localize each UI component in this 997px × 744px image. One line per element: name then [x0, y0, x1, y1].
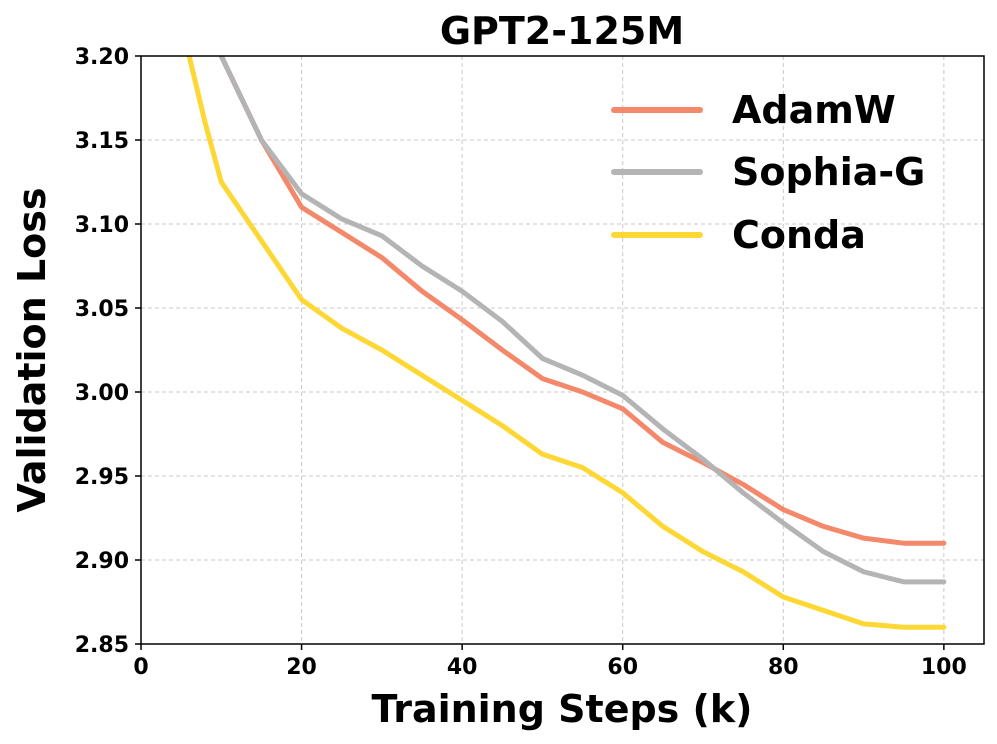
- y-tick-label: 3.10: [75, 213, 129, 238]
- ticks: 0 20 40 60 80 100 2.85 2.90 2.95 3.00 3.05 3.10 3.15…: [75, 45, 967, 680]
- y-tick-label: 3.20: [75, 45, 129, 70]
- y-tick-label: 3.00: [75, 381, 129, 406]
- legend-label-conda: Conda: [732, 213, 866, 257]
- x-tick-label: 0: [133, 655, 148, 680]
- y-tick-label: 2.85: [75, 633, 129, 658]
- series-line-sophia-g: [218, 56, 947, 585]
- y-tick-label: 2.95: [75, 465, 129, 490]
- legend: AdamW Sophia-G Conda: [611, 88, 925, 257]
- x-tick-label: 60: [607, 655, 638, 680]
- series-line-adamw: [218, 56, 947, 546]
- x-axis-label: Training Steps (k): [371, 687, 752, 731]
- chart-title: GPT2-125M: [440, 9, 684, 53]
- plot-frame: [140, 55, 985, 645]
- series-line-conda: [186, 56, 947, 630]
- series-lines: [186, 56, 947, 630]
- y-tick-label: 3.05: [75, 297, 129, 322]
- x-tick-label: 20: [286, 655, 317, 680]
- legend-label-sophia-g: Sophia-G: [732, 150, 925, 194]
- y-tick-label: 2.90: [75, 549, 129, 574]
- x-tick-label: 80: [768, 655, 799, 680]
- y-axis-label: Validation Loss: [10, 187, 54, 512]
- x-tick-label: 40: [447, 655, 478, 680]
- x-tick-label: 100: [921, 655, 967, 680]
- legend-label-adamw: AdamW: [732, 88, 896, 132]
- y-tick-label: 3.15: [75, 129, 129, 154]
